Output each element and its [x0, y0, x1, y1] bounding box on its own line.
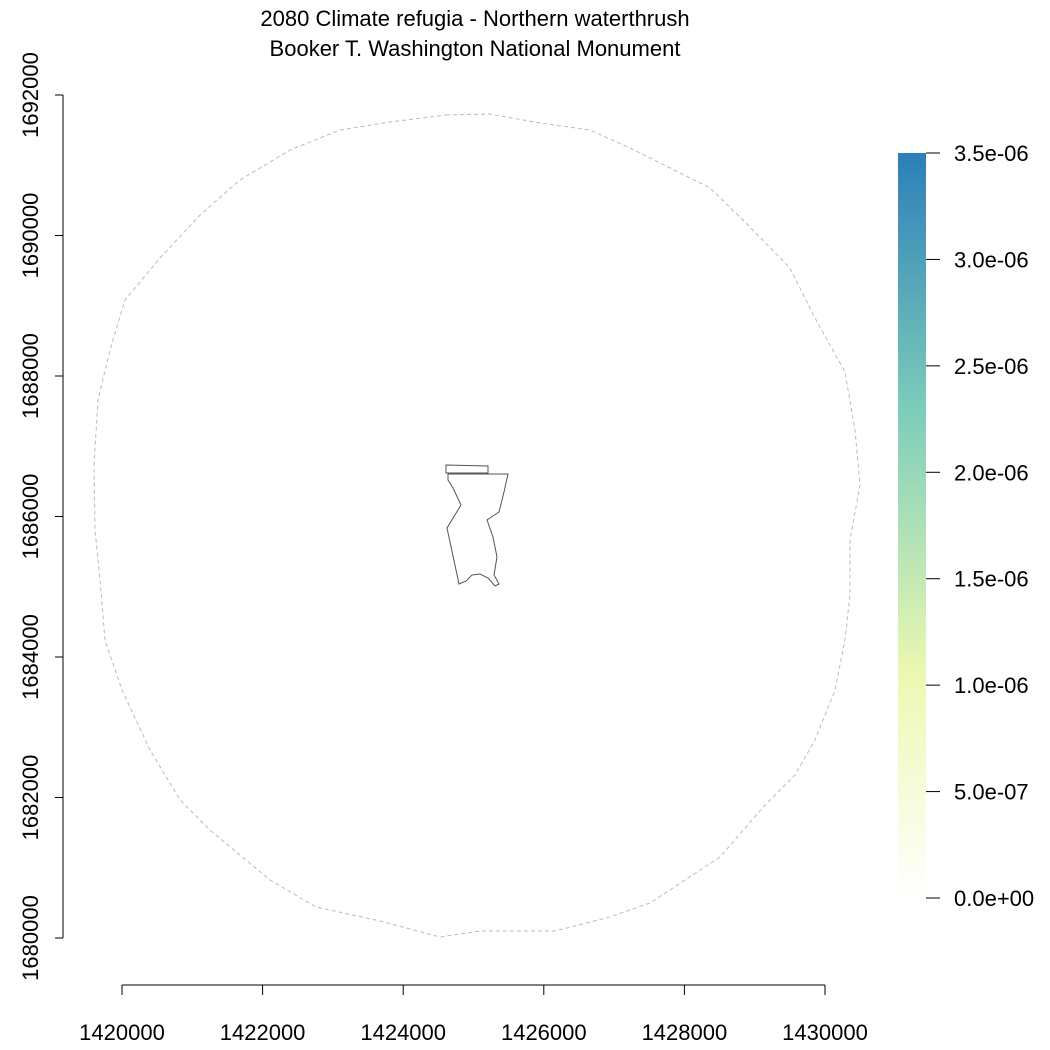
park-boundary-strip: [445, 464, 489, 474]
x-tick-label: 1426000: [501, 1020, 587, 1045]
legend-tick-label: 1.0e-06: [954, 673, 1029, 698]
x-axis: 1420000 1422000 1424000 1426000 1428000 14300…: [79, 984, 868, 1045]
y-tick-label: 1682000: [18, 755, 43, 841]
y-axis: 1680000 1682000 1684000 1686000 1688000 16900…: [18, 52, 64, 981]
legend: 0.0e+00 5.0e-07 1.0e-06 1.5e-06 2.0e-06 2.5e-…: [898, 141, 1034, 911]
x-tick-label: 1422000: [220, 1020, 306, 1045]
y-tick-label: 1680000: [18, 895, 43, 981]
x-tick-label: 1430000: [782, 1020, 868, 1045]
buffer-boundary: [93, 113, 861, 938]
legend-tick-label: 3.5e-06: [954, 141, 1029, 166]
legend-tick-label: 3.0e-06: [954, 247, 1029, 272]
park-boundary: [445, 464, 509, 587]
x-tick-label: 1424000: [360, 1020, 446, 1045]
legend-color-bar: [898, 153, 926, 898]
map-title-line1: 2080 Climate refugia - Northern waterthr…: [260, 6, 689, 31]
y-tick-label: 1688000: [18, 333, 43, 419]
y-tick-label: 1686000: [18, 474, 43, 560]
legend-tick-label: 5.0e-07: [954, 780, 1029, 805]
y-tick-label: 1684000: [18, 614, 43, 700]
legend-tick-label: 2.5e-06: [954, 354, 1029, 379]
y-tick-label: 1690000: [18, 193, 43, 279]
legend-tick-label: 0.0e+00: [954, 886, 1034, 911]
x-tick-label: 1420000: [79, 1020, 165, 1045]
map-title-line2: Booker T. Washington National Monument: [270, 36, 681, 61]
legend-tick-label: 2.0e-06: [954, 460, 1029, 485]
legend-tick-label: 1.5e-06: [954, 567, 1029, 592]
x-tick-label: 1428000: [642, 1020, 728, 1045]
y-tick-label: 1692000: [18, 52, 43, 138]
park-boundary-main: [446, 473, 509, 587]
